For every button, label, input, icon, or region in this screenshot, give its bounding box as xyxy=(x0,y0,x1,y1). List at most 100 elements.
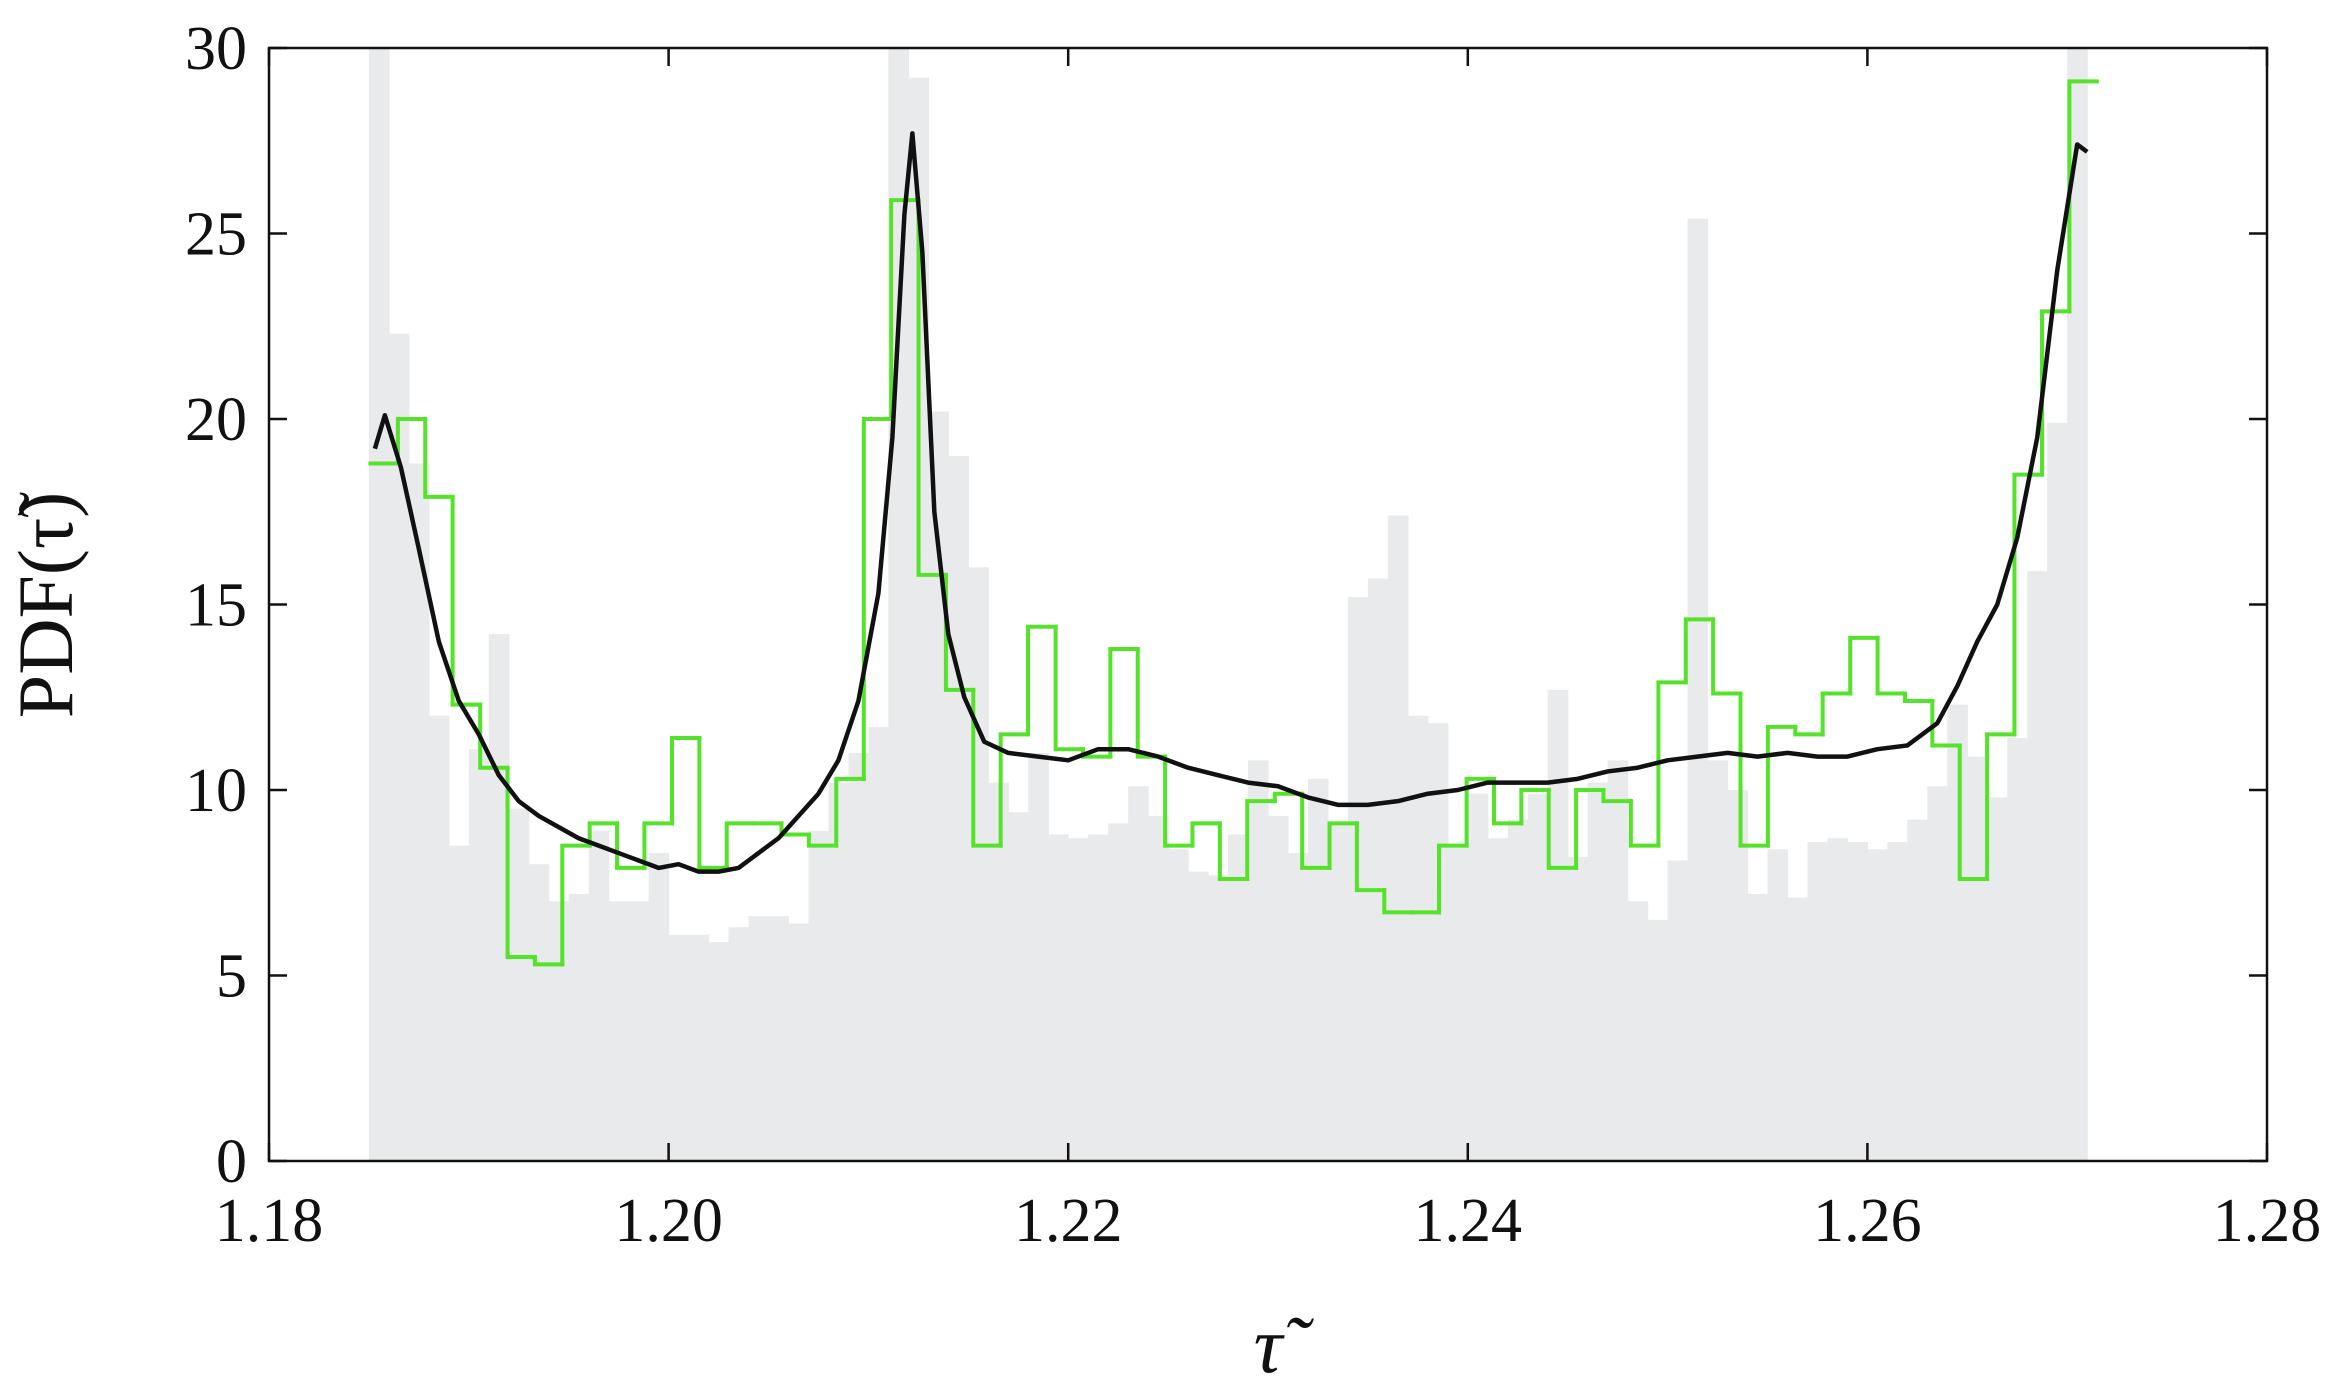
histogram-bar xyxy=(1168,849,1189,1161)
histogram-step xyxy=(861,417,894,781)
histogram-step xyxy=(971,687,1003,848)
histogram-step xyxy=(1574,788,1606,870)
histogram-bar xyxy=(588,830,610,1161)
histogram-step xyxy=(998,732,1031,848)
histogram-bar xyxy=(528,864,550,1161)
histogram-step xyxy=(697,736,729,870)
histogram-bar xyxy=(1547,689,1569,1161)
histogram-bar xyxy=(1687,218,1709,1161)
histogram-step xyxy=(1848,635,1880,696)
histogram-bar xyxy=(1607,760,1629,1161)
histogram-bar xyxy=(2067,48,2088,1161)
histogram-step xyxy=(1190,821,1222,848)
histogram-bar xyxy=(1467,793,1489,1161)
histogram-step xyxy=(450,494,483,707)
histogram-step xyxy=(505,765,537,959)
histogram-bar xyxy=(848,752,869,1161)
y-tick-label: 15 xyxy=(185,572,247,640)
histogram-bar xyxy=(388,333,410,1161)
histogram-bar xyxy=(2047,422,2068,1161)
y-tick-label: 0 xyxy=(216,1128,247,1196)
histogram-step xyxy=(889,198,921,421)
histogram-bar xyxy=(688,934,710,1161)
histogram-bar xyxy=(2007,738,2028,1161)
histogram-bar xyxy=(1108,823,1129,1161)
histogram-bar xyxy=(968,567,989,1161)
histogram-bar xyxy=(1727,790,1749,1161)
histogram-step xyxy=(834,776,866,848)
histogram-bar xyxy=(2027,571,2048,1161)
histogram-bar xyxy=(448,845,470,1161)
histogram-step xyxy=(615,821,647,870)
y-tick-label: 25 xyxy=(185,201,247,269)
histogram-step xyxy=(806,832,839,848)
histogram-bar xyxy=(1927,786,1948,1161)
histogram-step xyxy=(1765,724,1798,848)
histogram-bar xyxy=(928,411,949,1161)
histogram-step xyxy=(1601,788,1633,804)
histogram-bar xyxy=(728,927,750,1161)
histogram-step xyxy=(1464,776,1496,848)
histogram-step xyxy=(1656,680,1688,848)
histogram-bar xyxy=(1847,841,1868,1161)
histogram-bar xyxy=(1028,752,1049,1161)
histogram-bar xyxy=(948,456,969,1161)
histogram-bar xyxy=(1088,834,1109,1161)
histogram-bar xyxy=(1887,841,1908,1161)
histogram-bar xyxy=(788,923,810,1161)
histogram-bar xyxy=(1647,919,1669,1161)
histogram-step xyxy=(1875,635,1907,696)
histogram-bar xyxy=(1567,856,1589,1161)
histogram-step xyxy=(1163,754,1195,848)
histogram-step xyxy=(1683,617,1716,685)
histogram-step xyxy=(1108,647,1140,759)
histogram-bar xyxy=(508,808,530,1161)
histogram-bar xyxy=(908,77,929,1161)
x-tick-label: 1.28 xyxy=(2213,1187,2322,1255)
histogram-bar xyxy=(368,48,390,1161)
histogram-step xyxy=(1300,791,1332,870)
histogram-step xyxy=(560,843,592,967)
histogram-bar xyxy=(708,942,730,1161)
histogram-step xyxy=(1026,624,1058,737)
histogram-bar xyxy=(608,901,630,1161)
histogram-step xyxy=(2012,472,2045,737)
y-tick-label: 10 xyxy=(185,757,247,825)
histogram-bar xyxy=(1667,860,1689,1161)
histogram-step xyxy=(642,821,674,870)
histogram-bar xyxy=(1527,793,1549,1161)
histogram-step xyxy=(2040,309,2072,477)
histogram-bar xyxy=(648,853,670,1161)
x-tick-label: 1.20 xyxy=(614,1187,723,1255)
histogram-step xyxy=(1957,743,1990,882)
histogram-bar xyxy=(1907,819,1928,1161)
histogram-step xyxy=(478,702,510,770)
y-axis-label: PDF(τ̃) xyxy=(2,492,89,718)
histogram-bar xyxy=(1767,849,1789,1161)
histogram-step xyxy=(1437,843,1469,915)
histogram-step xyxy=(724,821,757,870)
histogram-bar xyxy=(1068,838,1089,1161)
histogram-step xyxy=(1354,821,1387,893)
histogram-bar xyxy=(1287,853,1309,1161)
histogram-step xyxy=(916,198,948,577)
histogram-step xyxy=(1382,888,1414,915)
histogram-step xyxy=(1902,691,1935,703)
histogram-bar xyxy=(1987,797,2008,1161)
histogram-step xyxy=(2067,79,2099,314)
histogram-bar xyxy=(888,48,909,1161)
histogram-bar xyxy=(668,934,690,1161)
histogram-bar xyxy=(828,782,850,1161)
histogram-bar xyxy=(768,916,790,1161)
histogram-bar xyxy=(1967,756,1988,1161)
histogram-step xyxy=(587,821,620,848)
histogram-step xyxy=(1628,799,1661,848)
histogram-bar xyxy=(1867,849,1888,1161)
histogram-step xyxy=(1738,691,1770,848)
histogram-bar xyxy=(988,782,1009,1161)
histogram-bar xyxy=(548,901,570,1161)
histogram-bar xyxy=(1048,834,1069,1161)
histogram-bar xyxy=(408,463,430,1161)
histogram-step xyxy=(395,417,428,466)
